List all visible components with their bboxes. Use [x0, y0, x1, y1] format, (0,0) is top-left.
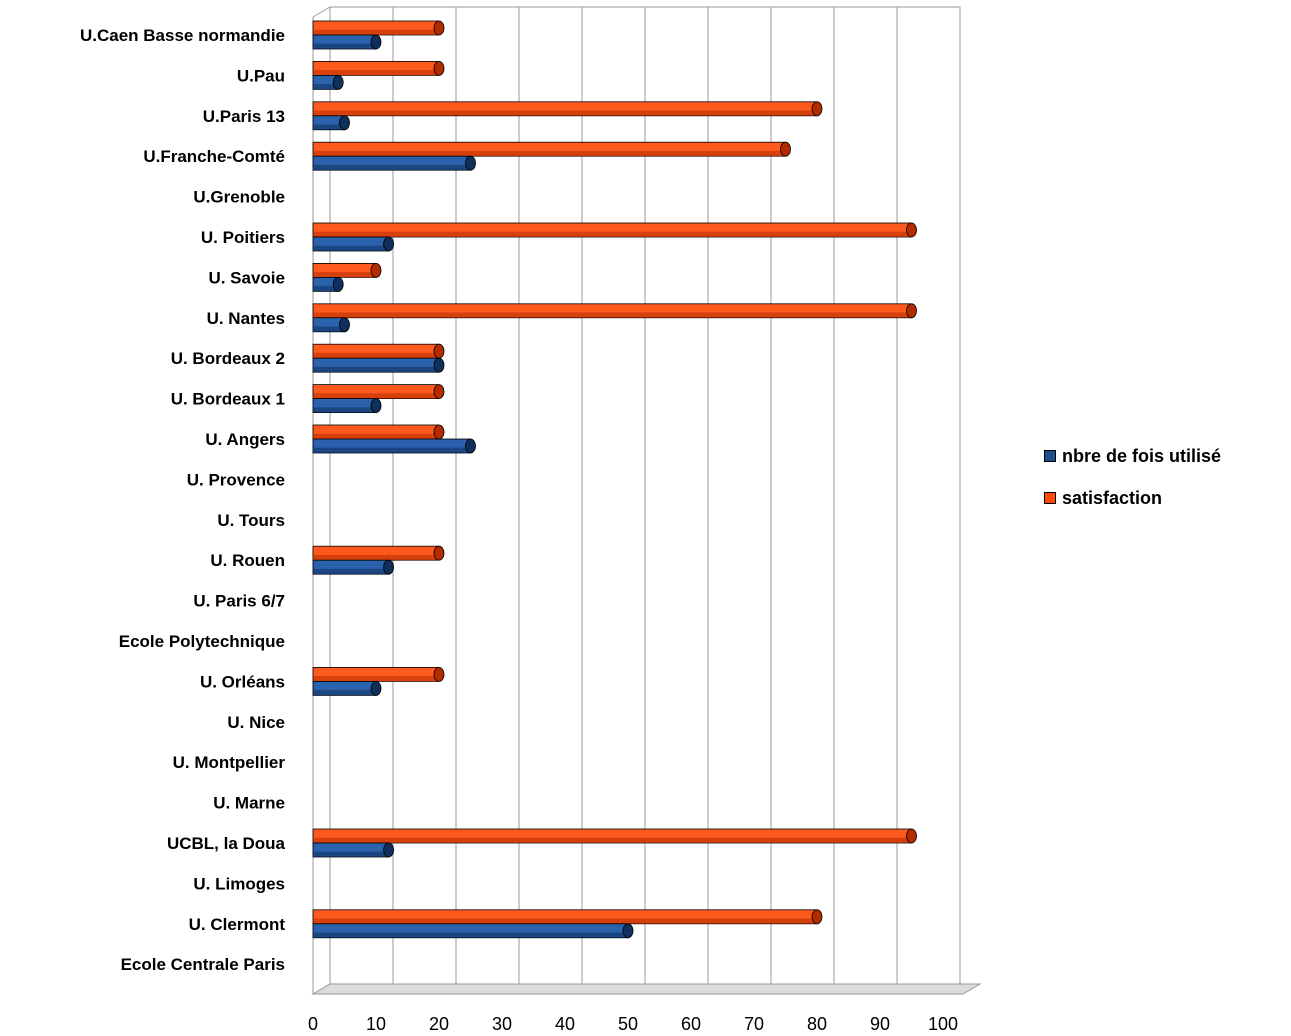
bar-satisfaction — [312, 101, 823, 117]
category-label: U. Clermont — [189, 915, 286, 934]
category-label: Ecole Centrale Paris — [121, 955, 285, 974]
category-label: U. Nice — [227, 713, 285, 732]
category-label: Ecole Polytechnique — [119, 632, 285, 651]
x-tick-label: 60 — [681, 1014, 701, 1034]
floor-plane — [311, 983, 982, 995]
x-tick-label: 90 — [870, 1014, 890, 1034]
bar-usage — [312, 34, 382, 50]
bar-usage — [312, 559, 395, 575]
legend-item-usage: nbre de fois utilisé — [1044, 443, 1221, 469]
category-label: U. Orléans — [200, 672, 285, 691]
bar-usage — [312, 155, 476, 171]
legend-label-usage: nbre de fois utilisé — [1062, 445, 1222, 466]
legend-label-satisfaction: satisfaction — [1062, 487, 1163, 508]
category-label: U. Montpellier — [173, 753, 286, 772]
bar-usage — [312, 276, 344, 292]
x-tick-label: 10 — [366, 1014, 386, 1034]
x-tick-label: 20 — [429, 1014, 449, 1034]
bar-satisfaction — [312, 545, 445, 561]
left-wall-top-edge — [312, 6, 331, 18]
gridlines — [312, 7, 961, 995]
bars-layer — [312, 20, 917, 939]
x-tick-label: 30 — [492, 1014, 512, 1034]
category-label: U. Tours — [217, 511, 285, 530]
legend-swatch-satisfaction — [1044, 492, 1056, 504]
category-label: U. Limoges — [193, 874, 285, 893]
bar-usage — [312, 438, 476, 454]
bar-usage — [312, 357, 445, 373]
category-labels: U.Caen Basse normandie U.Pau U.Paris 13 U.F… — [80, 26, 286, 974]
bar-satisfaction — [312, 222, 917, 238]
bar-usage — [312, 842, 395, 858]
x-tick-label: 100 — [928, 1014, 958, 1034]
bar-satisfaction — [312, 303, 917, 319]
category-label: U.Pau — [237, 66, 285, 85]
bar-usage — [312, 681, 382, 696]
bar-satisfaction — [312, 909, 823, 925]
bar-usage — [312, 75, 344, 90]
category-label: U. Bordeaux 1 — [171, 390, 285, 409]
category-label: U. Poitiers — [201, 228, 285, 247]
x-tick-label: 40 — [555, 1014, 575, 1034]
x-tick-label: 0 — [308, 1014, 318, 1034]
bar-usage — [312, 317, 350, 333]
x-tick-label: 80 — [807, 1014, 827, 1034]
category-label: U.Franche-Comté — [143, 147, 285, 166]
category-label: U. Angers — [205, 430, 285, 449]
bar-satisfaction — [312, 667, 445, 682]
x-tick-label: 50 — [618, 1014, 638, 1034]
bar-usage — [312, 398, 382, 414]
bar-satisfaction — [312, 828, 917, 844]
category-label: U.Grenoble — [193, 188, 285, 207]
bar-satisfaction — [312, 424, 445, 440]
bar-usage — [312, 923, 634, 939]
category-label: U.Caen Basse normandie — [80, 26, 285, 45]
x-tick-label: 70 — [744, 1014, 764, 1034]
bar-usage — [312, 236, 395, 252]
bar-satisfaction — [312, 262, 382, 278]
category-label: U. Savoie — [208, 268, 285, 287]
legend-item-satisfaction: satisfaction — [1044, 485, 1221, 511]
bar-satisfaction — [312, 384, 445, 400]
category-label: U. Bordeaux 2 — [171, 349, 285, 368]
bar-satisfaction — [312, 343, 445, 359]
legend: nbre de fois utilisé satisfaction — [1044, 443, 1221, 527]
category-label: U. Marne — [213, 794, 285, 813]
category-label: U. Nantes — [207, 309, 285, 328]
category-label: U. Paris 6/7 — [193, 592, 285, 611]
category-label: U. Provence — [187, 470, 285, 489]
bar-satisfaction — [312, 20, 445, 36]
x-tick-labels: 0 10 20 30 40 50 60 70 80 90 100 — [308, 1014, 958, 1034]
chart-floor — [311, 983, 982, 995]
legend-swatch-usage — [1044, 450, 1056, 462]
bar-usage — [312, 115, 350, 131]
bar-satisfaction — [312, 141, 791, 157]
bar-satisfaction — [312, 61, 445, 76]
category-label: UCBL, la Doua — [167, 834, 286, 853]
category-label: U. Rouen — [210, 551, 285, 570]
category-label: U.Paris 13 — [203, 107, 285, 126]
